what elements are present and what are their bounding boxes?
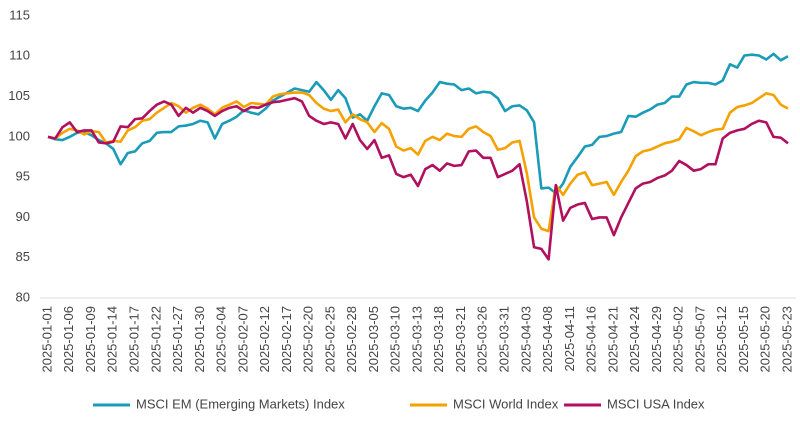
x-tick-label: 2025-05-12 [714,306,729,373]
x-tick-label: 2025-01-01 [39,306,54,373]
y-tick-label: 110 [9,48,30,63]
y-tick-label: 80 [16,289,30,304]
line-series [47,91,789,233]
x-tick-label: 2025-02-07 [235,306,250,373]
x-tick-label: 2025-03-10 [388,306,403,373]
y-tick-label: 105 [8,88,30,103]
y-tick-label: 95 [16,169,30,184]
x-tick-label: 2025-05-15 [736,306,751,373]
x-tick-label: 2025-03-18 [431,306,446,373]
x-tick-label: 2025-04-11 [562,306,577,372]
y-tick-label: 115 [9,7,30,22]
x-tick-label: 2025-02-04 [214,306,229,373]
x-tick-label: 2025-01-30 [192,306,207,373]
x-tick-label: 2025-05-20 [758,306,773,373]
x-tick-label: 2025-02-12 [257,306,272,373]
x-tick-label: 2025-03-31 [496,306,511,373]
x-tick-label: 2025-05-07 [692,306,707,373]
x-tick-label: 2025-01-06 [61,306,76,373]
x-tick-label: 2025-03-26 [475,306,490,373]
x-tick-label: 2025-01-09 [83,306,98,373]
x-tick-label: 2025-02-25 [322,306,337,373]
x-tick-label: 2025-05-23 [779,306,794,373]
x-tick-label: 2025-04-08 [540,306,555,373]
x-tick-label: 2025-01-22 [148,306,163,373]
legend-label: MSCI EM (Emerging Markets) Index [136,396,345,411]
y-tick-label: 90 [16,209,30,224]
y-tick-label: 100 [8,128,30,143]
x-tick-label: 2025-04-21 [605,306,620,373]
line-series [47,52,789,195]
x-tick-label: 2025-03-05 [366,306,381,373]
x-tick-label: 2025-04-03 [518,306,533,373]
x-tick-label: 2025-02-28 [344,306,359,373]
x-tick-label: 2025-03-21 [453,306,468,373]
y-tick-label: 85 [16,249,30,264]
x-tick-label: 2025-01-27 [170,306,185,373]
legend-label: MSCI World Index [453,396,559,411]
x-tick-label: 2025-02-20 [301,306,316,373]
x-tick-label: 2025-03-13 [409,306,424,373]
x-tick-label: 2025-01-14 [105,306,120,373]
x-tick-label: 2025-04-16 [584,306,599,373]
x-tick-label: 2025-02-17 [279,306,294,373]
x-tick-label: 2025-04-24 [627,306,642,373]
x-tick-label: 2025-05-02 [671,306,686,373]
line-series [47,96,789,261]
x-tick-label: 2025-04-29 [649,306,664,373]
x-tick-label: 2025-01-17 [126,306,141,373]
legend-label: MSCI USA Index [607,396,705,411]
